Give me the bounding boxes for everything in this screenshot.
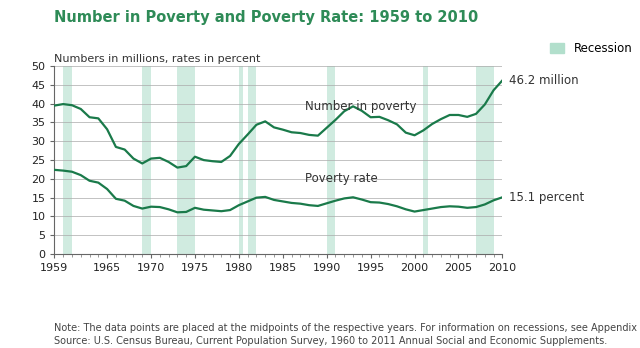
Text: 46.2 million: 46.2 million: [509, 74, 579, 87]
Text: Note: The data points are placed at the midpoints of the respective years. For i: Note: The data points are placed at the …: [54, 323, 640, 346]
Legend: Recession: Recession: [545, 37, 637, 60]
Text: Poverty rate: Poverty rate: [305, 172, 378, 184]
Bar: [63, 66, 72, 254]
Bar: [326, 66, 335, 254]
Text: Numbers in millions, rates in percent: Numbers in millions, rates in percent: [54, 54, 260, 64]
Text: 15.1 percent: 15.1 percent: [509, 191, 584, 204]
Text: Number in Poverty and Poverty Rate: 1959 to 2010: Number in Poverty and Poverty Rate: 1959…: [54, 10, 479, 25]
Bar: [177, 66, 195, 254]
Bar: [248, 66, 257, 254]
Bar: [142, 66, 151, 254]
Bar: [476, 66, 493, 254]
Text: Number in poverty: Number in poverty: [305, 100, 416, 113]
Bar: [423, 66, 428, 254]
Bar: [239, 66, 243, 254]
